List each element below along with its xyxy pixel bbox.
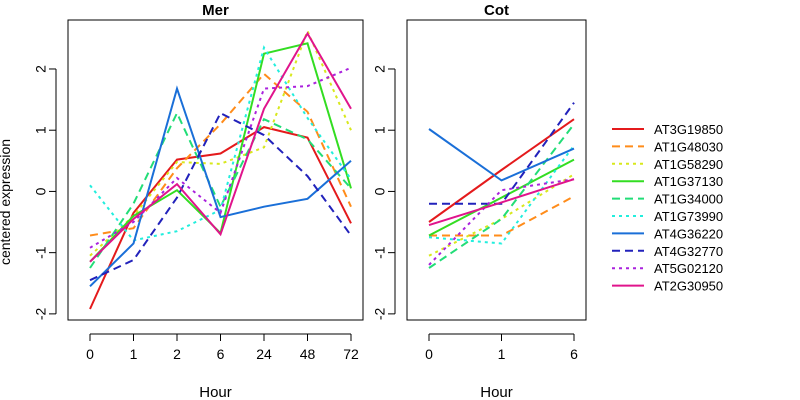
legend-label: AT1G73990 [654,209,723,224]
legend-label: AT5G02120 [654,261,723,276]
y-tick-label-mer: 1 [33,126,49,134]
legend-item: AT1G34000 [612,192,723,207]
legend: AT3G19850 AT1G48030 AT1G58290 AT1G37130 AT1G… [612,122,723,294]
y-tick-label-cot: -2 [372,307,388,320]
series-line-mer-at2g30950 [89,31,352,263]
x-axis-label-cot: Hour [480,384,513,400]
legend-item: AT3G19850 [612,122,723,137]
series-line-cot-at1g48030 [429,195,575,237]
panel-title-cot: Cot [484,2,509,19]
y-tick-label-cot: 0 [372,187,388,195]
legend-item: AT1G48030 [612,139,723,154]
y-tick-label-mer: -2 [33,307,49,320]
legend-label: AT1G37130 [654,174,723,189]
legend-item: AT1G37130 [612,174,723,189]
series-line-cot-at4g36220 [428,128,575,182]
legend-item: AT1G58290 [612,157,723,172]
plot-frame-cot [406,19,587,321]
series-line-mer-at4g32770 [89,111,352,282]
legend-item: AT4G32770 [612,244,723,259]
legend-label: AT4G36220 [654,226,723,241]
y-tick-label-cot: 1 [372,126,388,134]
series-line-cot-at1g37130 [428,158,575,237]
series-line-cot-at1g73990 [428,144,575,245]
x-tick-label-mer: 24 [256,346,272,362]
y-tick-label-mer: 0 [33,187,49,195]
legend-label: AT1G34000 [654,192,723,207]
legend-item: AT2G30950 [612,279,723,294]
legend-item: AT1G73990 [612,209,723,224]
series-line-mer-at1g48030 [89,72,352,237]
legend-label: AT3G19850 [654,122,723,137]
legend-label: AT1G58290 [654,157,723,172]
x-tick-label-mer: 72 [343,346,359,362]
x-tick-label-mer: 6 [217,346,225,362]
x-tick-label-mer: 48 [300,346,316,362]
series-line-mer-at4g36220 [89,85,352,288]
legend-label: AT2G30950 [654,279,723,294]
figure-ylabel: centered expression [0,139,13,265]
x-tick-label-cot: 6 [570,346,578,362]
series-line-cot-at4g32770 [429,102,575,205]
legend-label: AT4G32770 [654,244,723,259]
series-line-cot-at3g19850 [428,118,575,223]
x-axis-label-mer: Hour [199,384,232,400]
series-line-cot-at2g30950 [428,178,575,227]
y-tick-label-mer: -1 [33,246,49,259]
y-tick-label-cot: 2 [372,65,388,73]
legend-item: AT4G36220 [612,226,723,241]
panel-cot: Cot 0 1 6 Hour -2 -1 0 1 2 [372,2,587,400]
x-tick-label-cot: 1 [498,346,506,362]
series-line-mer-at5g02120 [89,66,352,249]
x-tick-label-cot: 0 [425,346,433,362]
x-tick-label-mer: 0 [86,346,94,362]
panel-mer: Mer 0 1 2 6 24 48 72 Hour -2 -1 0 1 2 [33,2,364,400]
plot-frame-mer [67,19,364,321]
series-line-mer-at3g19850 [89,126,352,310]
y-tick-label-mer: 2 [33,65,49,73]
x-tick-label-mer: 1 [130,346,138,362]
panel-title-mer: Mer [202,2,229,19]
series-line-cot-at1g34000 [428,123,575,269]
legend-item: AT5G02120 [612,261,723,276]
legend-label: AT1G48030 [654,139,723,154]
y-tick-label-cot: -1 [372,246,388,259]
x-tick-label-mer: 2 [173,346,181,362]
